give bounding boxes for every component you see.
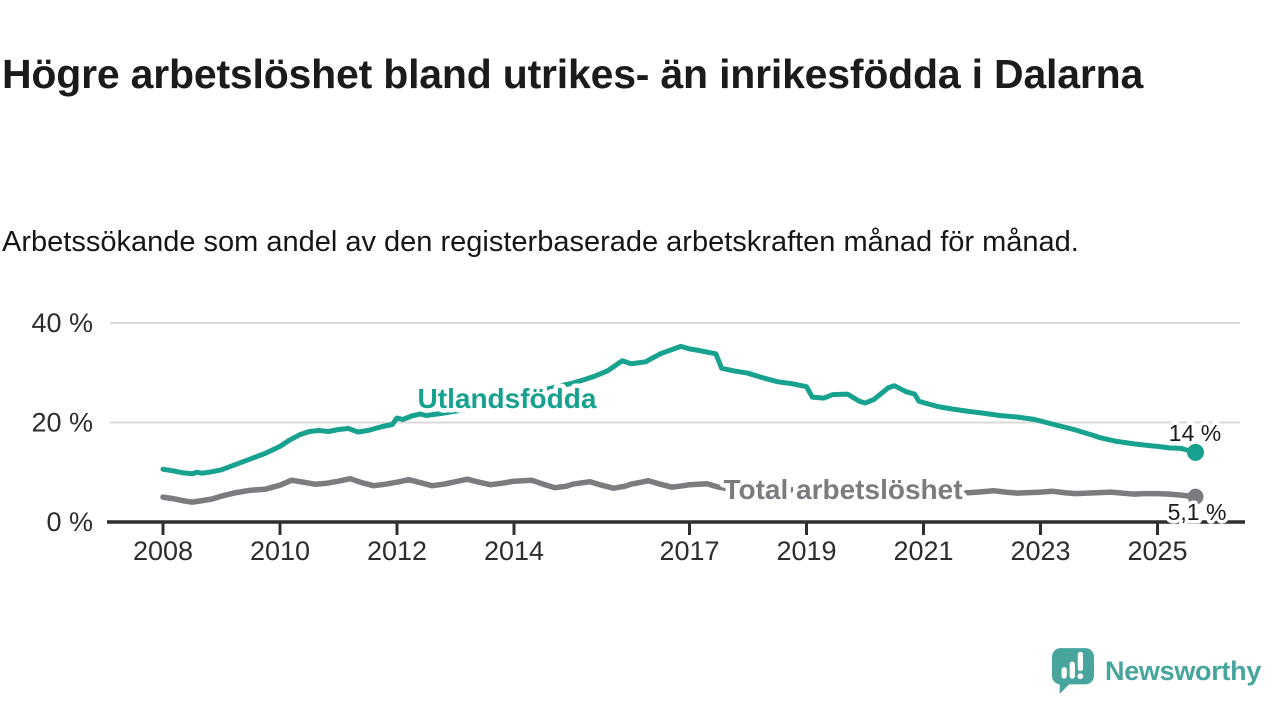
gridlines bbox=[110, 322, 1240, 424]
bar-chart-speech-bubble-icon bbox=[1052, 648, 1094, 694]
series-lines bbox=[160, 343, 1199, 505]
newsworthy-logo: Newsworthy bbox=[1052, 646, 1261, 696]
logo-text: Newsworthy bbox=[1105, 655, 1262, 686]
line-chart: 0 % 20 % 40 % 2008 2010 2012 2014 2017 2019 2021 2… bbox=[31, 308, 1245, 566]
x-axis bbox=[107, 520, 1245, 535]
y-axis-label-0: 0 % bbox=[46, 507, 93, 537]
y-axis-label-40: 40 % bbox=[31, 308, 93, 338]
page-title: Högre arbetslöshet bland utrikes- än inr… bbox=[2, 51, 1144, 98]
axis-labels: 0 % 20 % 40 % 2008 2010 2012 2014 2017 2019 2021 2… bbox=[31, 308, 1187, 566]
total-arbetsloshet-line bbox=[160, 475, 1199, 505]
x-axis-label-2019: 2019 bbox=[776, 536, 836, 566]
x-axis-label-2025: 2025 bbox=[1127, 536, 1187, 566]
utlandsfodda-end-dot bbox=[1187, 443, 1205, 461]
x-axis-label-2008: 2008 bbox=[133, 536, 193, 566]
utlandsfodda-series-label: Utlandsfödda bbox=[418, 383, 597, 414]
x-axis-label-2023: 2023 bbox=[1010, 536, 1070, 566]
x-axis-label-2021: 2021 bbox=[893, 536, 953, 566]
x-axis-label-2017: 2017 bbox=[659, 536, 719, 566]
utlandsfodda-end-value-label: 14 % bbox=[1169, 420, 1221, 446]
x-axis-label-2012: 2012 bbox=[367, 536, 427, 566]
total-end-value-label: 5,1 % bbox=[1168, 499, 1227, 525]
total-end-dot bbox=[1187, 488, 1204, 505]
utlandsfodda-line bbox=[160, 343, 1198, 477]
y-axis-label-20: 20 % bbox=[31, 408, 93, 438]
chart-subtitle: Arbetssökande som andel av den registerb… bbox=[2, 226, 1079, 258]
x-axis-label-2014: 2014 bbox=[484, 536, 544, 566]
x-axis-label-2010: 2010 bbox=[250, 536, 310, 566]
total-arbetsloshet-series-label: Total arbetslöshet bbox=[723, 474, 962, 505]
